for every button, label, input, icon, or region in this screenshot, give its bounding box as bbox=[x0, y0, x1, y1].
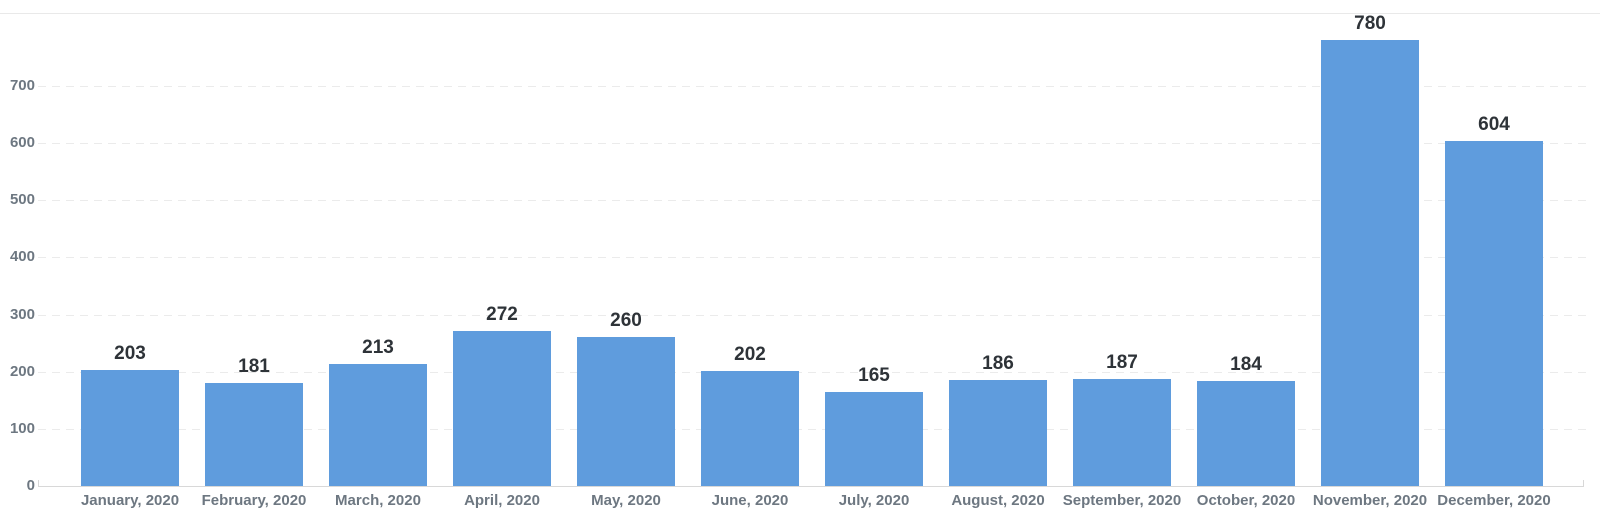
gridline bbox=[38, 371, 1590, 373]
bar-slot: 203 bbox=[68, 14, 192, 486]
bar-slot: 181 bbox=[192, 14, 316, 486]
x-tick-label: May, 2020 bbox=[591, 492, 661, 509]
bar bbox=[1321, 40, 1419, 486]
bars-container: 203 181 213 272 260 202 165 186 187 184 780 604 bbox=[68, 13, 1556, 486]
x-axis-labels: January, 2020 February, 2020 March, 2020 Ap… bbox=[68, 492, 1556, 510]
bar bbox=[949, 379, 1047, 486]
bar bbox=[577, 337, 675, 486]
x-axis-line bbox=[38, 486, 1584, 487]
bar bbox=[453, 330, 551, 486]
bar-slot: 186 bbox=[936, 14, 1060, 486]
bar-slot: 202 bbox=[688, 14, 812, 486]
gridline bbox=[38, 86, 1590, 87]
x-tick-label: March, 2020 bbox=[335, 492, 421, 509]
bar bbox=[825, 391, 923, 486]
bar-slot: 213 bbox=[316, 14, 440, 486]
bar bbox=[1197, 380, 1295, 486]
y-tick-label: 700 bbox=[9, 77, 35, 94]
y-tick-label: 600 bbox=[9, 134, 35, 152]
bar-value-label: 604 bbox=[1478, 113, 1510, 135]
bar-slot: 260 bbox=[564, 14, 688, 486]
bar-value-label: 272 bbox=[486, 303, 518, 325]
bar-value-label: 187 bbox=[1106, 352, 1138, 374]
gridline bbox=[38, 143, 1590, 145]
x-tick-label: August, 2020 bbox=[951, 492, 1045, 509]
bar bbox=[1445, 140, 1543, 486]
x-axis-end-tick bbox=[1583, 480, 1584, 487]
bar-value-label: 181 bbox=[238, 355, 270, 377]
x-tick-label: February, 2020 bbox=[201, 492, 307, 509]
y-tick-label: 100 bbox=[9, 419, 35, 437]
gridline bbox=[38, 200, 1590, 202]
y-tick-label: 300 bbox=[9, 305, 35, 323]
bar-slot: 780 bbox=[1308, 13, 1432, 486]
bar-value-label: 165 bbox=[858, 364, 890, 386]
x-tick-label: April, 2020 bbox=[464, 492, 540, 509]
bar-value-label: 186 bbox=[982, 352, 1014, 374]
bar bbox=[81, 370, 179, 486]
bar bbox=[205, 382, 303, 486]
bar-value-label: 202 bbox=[734, 343, 766, 365]
bar-value-label: 260 bbox=[610, 310, 642, 332]
x-tick-label: June, 2020 bbox=[711, 492, 789, 509]
bar bbox=[329, 364, 427, 486]
x-tick-label: November, 2020 bbox=[1312, 492, 1428, 509]
bar-slot: 604 bbox=[1432, 14, 1556, 486]
gridline bbox=[38, 428, 1590, 430]
x-tick-label: July, 2020 bbox=[838, 492, 910, 509]
x-tick-label: January, 2020 bbox=[80, 492, 180, 509]
y-tick-label: 500 bbox=[9, 191, 35, 209]
bar-value-label: 213 bbox=[362, 337, 394, 359]
y-tick-label: 200 bbox=[9, 362, 35, 380]
bar-slot: 187 bbox=[1060, 14, 1184, 486]
x-tick-label: October, 2020 bbox=[1196, 492, 1296, 509]
gridline bbox=[38, 257, 1590, 259]
bar-slot: 184 bbox=[1184, 14, 1308, 486]
y-tick-label: 0 bbox=[26, 477, 35, 494]
bar bbox=[701, 370, 799, 486]
x-axis-start-tick bbox=[38, 480, 39, 487]
x-tick-label: September, 2020 bbox=[1062, 492, 1182, 509]
bar bbox=[1073, 379, 1171, 486]
y-tick-label: 400 bbox=[9, 248, 35, 266]
bar-slot: 272 bbox=[440, 14, 564, 486]
gridline bbox=[38, 314, 1590, 316]
top-divider bbox=[0, 13, 1600, 14]
bar-value-label: 780 bbox=[1354, 13, 1386, 35]
x-tick-label: December, 2020 bbox=[1437, 492, 1551, 509]
bar-slot: 165 bbox=[812, 14, 936, 486]
bar-value-label: 203 bbox=[114, 343, 146, 364]
bar-value-label: 184 bbox=[1230, 353, 1262, 375]
